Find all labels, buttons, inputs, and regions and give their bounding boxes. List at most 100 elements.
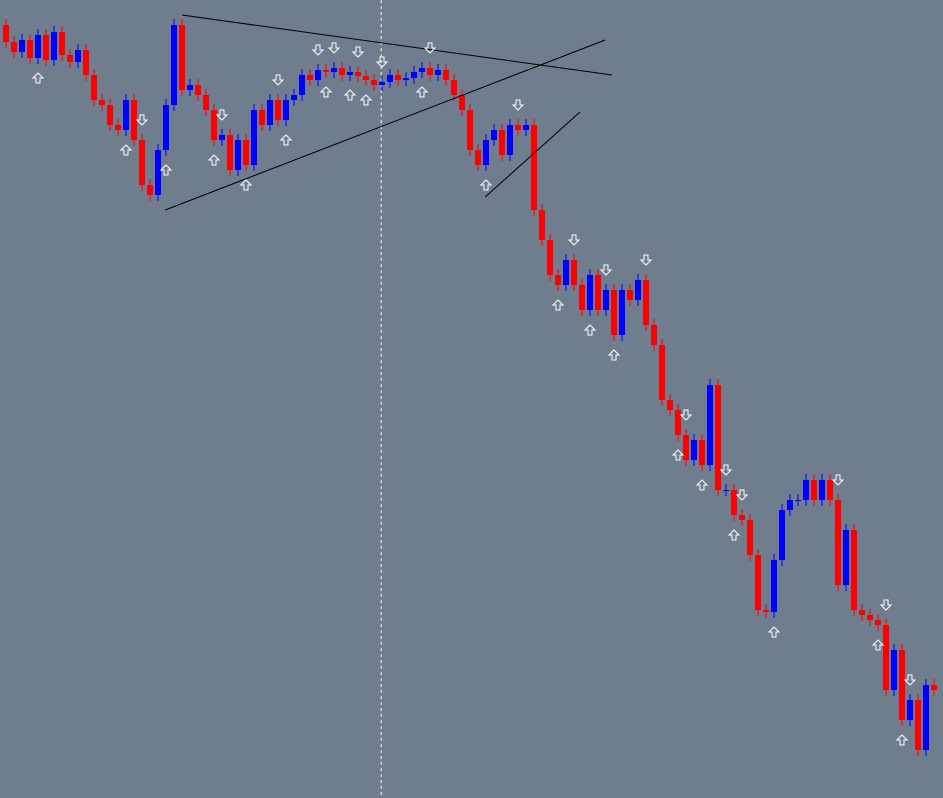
- candle-body: [579, 285, 585, 310]
- candle-body: [931, 685, 937, 690]
- up-arrow: [479, 179, 493, 191]
- candle-body: [267, 100, 273, 125]
- down-arrow: [719, 464, 733, 476]
- candle-body: [395, 75, 401, 80]
- candle-body: [787, 500, 793, 510]
- up-arrow: [343, 89, 357, 101]
- up-arrow: [551, 299, 565, 311]
- candle-body: [907, 700, 913, 720]
- candle-body: [283, 100, 289, 120]
- down-arrow: [351, 46, 365, 58]
- candle-body: [819, 480, 825, 500]
- candle-body: [315, 70, 321, 80]
- candle-body: [347, 72, 353, 75]
- candle-body: [635, 280, 641, 300]
- candle-body: [835, 500, 841, 585]
- candle-body: [611, 290, 617, 335]
- candle-body: [43, 35, 49, 60]
- candle-body: [747, 520, 753, 555]
- trendline: [165, 39, 606, 211]
- candle-body: [99, 100, 105, 105]
- candle-body: [331, 68, 337, 72]
- candle-body: [851, 530, 857, 610]
- up-arrow: [415, 86, 429, 98]
- candle-body: [27, 40, 33, 58]
- candle-body: [875, 620, 881, 625]
- candle-body: [11, 42, 17, 52]
- candle-body: [523, 125, 529, 130]
- candle-body: [163, 105, 169, 150]
- candle-body: [83, 50, 89, 75]
- candle-body: [459, 95, 465, 110]
- candle-body: [155, 150, 161, 195]
- down-arrow: [599, 264, 613, 276]
- candle-body: [739, 515, 745, 520]
- down-arrow: [903, 674, 917, 686]
- candle-body: [339, 68, 345, 75]
- candle-body: [75, 50, 81, 62]
- candle-body: [555, 275, 561, 285]
- candle-body: [795, 500, 801, 501]
- candle-body: [147, 185, 153, 195]
- candle-body: [675, 410, 681, 435]
- candle-body: [259, 110, 265, 125]
- down-arrow: [567, 234, 581, 246]
- candle-body: [91, 75, 97, 100]
- candle-body: [811, 480, 817, 500]
- candle-body: [715, 385, 721, 490]
- candle-body: [699, 440, 705, 465]
- candle-body: [443, 70, 449, 80]
- candle-body: [867, 615, 873, 620]
- candle-body: [35, 35, 41, 58]
- up-arrow: [607, 349, 621, 361]
- candle-body: [275, 100, 281, 120]
- candle-body: [507, 125, 513, 155]
- candle-body: [587, 275, 593, 310]
- down-arrow: [879, 599, 893, 611]
- candle-body: [707, 385, 713, 465]
- down-arrow: [511, 99, 525, 111]
- candle-body: [499, 130, 505, 155]
- candle-body: [299, 75, 305, 95]
- candle-body: [755, 555, 761, 610]
- candle-body: [563, 260, 569, 285]
- candle-body: [131, 100, 137, 140]
- down-arrow: [375, 56, 389, 68]
- candle-body: [627, 290, 633, 300]
- candle-body: [779, 510, 785, 560]
- candle-body: [667, 400, 673, 410]
- candle-body: [491, 130, 497, 140]
- candle-body: [291, 95, 297, 100]
- candle-body: [323, 70, 329, 72]
- candle-body: [411, 72, 417, 78]
- candle-body: [59, 32, 65, 55]
- candle-body: [139, 140, 145, 185]
- candle-body: [915, 700, 921, 750]
- candle-body: [203, 95, 209, 110]
- candle-body: [571, 260, 577, 285]
- candle-body: [115, 125, 121, 130]
- candle-body: [691, 440, 697, 460]
- candle-body: [651, 325, 657, 345]
- candle-body: [451, 80, 457, 95]
- candle-body: [3, 25, 9, 42]
- up-arrow: [583, 324, 597, 336]
- candle-body: [531, 125, 537, 210]
- up-arrow: [319, 86, 333, 98]
- up-arrow: [31, 72, 45, 84]
- candle-body: [515, 125, 521, 130]
- candle-body: [619, 290, 625, 335]
- candle-body: [899, 650, 905, 720]
- candle-body: [243, 140, 249, 165]
- candle-body: [355, 72, 361, 76]
- candle-body: [539, 210, 545, 240]
- candle-body: [371, 80, 377, 85]
- trendline: [484, 111, 581, 198]
- down-arrow: [679, 409, 693, 421]
- up-arrow: [359, 94, 373, 106]
- candle-body: [659, 345, 665, 400]
- candle-body: [235, 140, 241, 170]
- up-arrow: [727, 529, 741, 541]
- up-arrow: [159, 164, 173, 176]
- candle-body: [403, 78, 409, 80]
